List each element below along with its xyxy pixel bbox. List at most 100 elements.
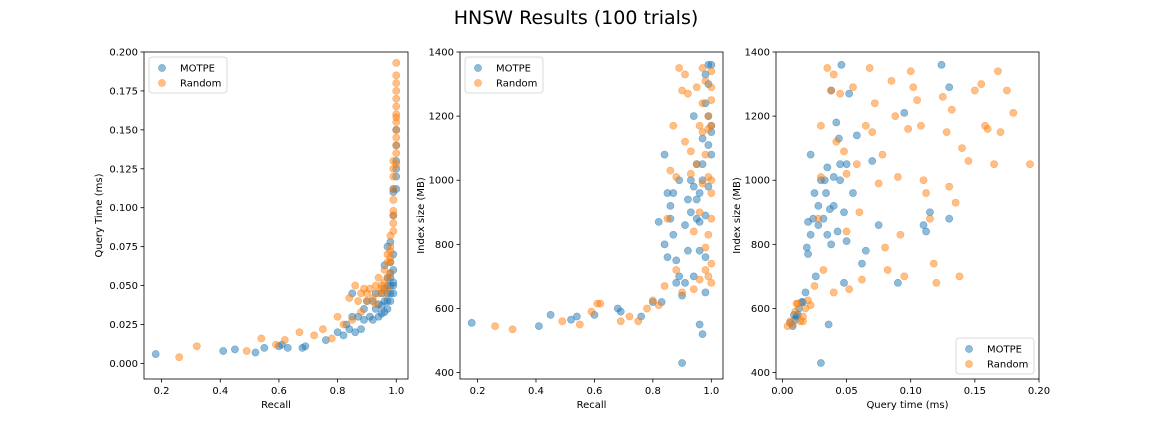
data-point [686, 169, 695, 178]
data-point [1003, 86, 1011, 95]
data-point [704, 141, 713, 149]
data-point [874, 179, 883, 188]
legend: MOTPE Random [148, 56, 228, 94]
data-point [660, 282, 669, 290]
data-point [900, 272, 909, 281]
data-point [845, 89, 854, 98]
data-point [643, 304, 651, 313]
x-axis-label: Recall [261, 400, 291, 411]
data-point [654, 218, 663, 226]
data-point [858, 259, 866, 268]
legend-label-motpe: MOTPE [987, 345, 1022, 356]
data-point [791, 307, 800, 316]
data-point [681, 278, 689, 287]
data-point [625, 312, 634, 321]
legend-marker-motpe [965, 345, 973, 353]
data-point [893, 173, 902, 181]
data-point [260, 343, 269, 352]
data-point [861, 246, 870, 255]
legend-marker-motpe [474, 64, 482, 72]
data-point [192, 342, 201, 351]
x-tick-label: 0.10 [900, 386, 922, 397]
data-point [827, 86, 836, 95]
data-point [508, 325, 517, 334]
data-point [990, 160, 998, 169]
data-point [684, 195, 692, 204]
data-point [596, 299, 605, 308]
data-point [842, 169, 851, 178]
data-point [904, 125, 913, 133]
y-axis-label: Index size (MB) [416, 177, 427, 254]
data-point [707, 189, 716, 197]
y-tick-label: 0.125 [109, 164, 138, 175]
y-tick-label: 1000 [745, 176, 770, 187]
data-point [698, 99, 707, 108]
data-point [701, 243, 710, 252]
data-point [840, 278, 848, 287]
data-point [392, 102, 401, 111]
data-point [937, 60, 946, 69]
data-point [842, 237, 851, 246]
data-point [852, 160, 861, 169]
data-point [829, 173, 838, 181]
data-point [893, 278, 902, 287]
x-tick-label: 0.05 [835, 386, 857, 397]
data-point [368, 294, 377, 302]
y-tick-label: 400 [751, 368, 770, 379]
data-point [675, 272, 684, 281]
data-point [823, 163, 832, 172]
data-point [704, 272, 713, 281]
data-point [951, 198, 960, 207]
data-point [675, 64, 684, 72]
data-point [392, 79, 401, 88]
data-point [829, 201, 838, 210]
data-point [669, 189, 678, 197]
data-point [348, 315, 357, 324]
data-point [535, 322, 543, 331]
data-point [906, 67, 915, 76]
data-point [804, 250, 812, 258]
chart-panel-2: 0.2 0.4 0.6 0.8 1.0 400 600 800 1000 1200 1400 Reca… [416, 48, 724, 411]
data-point [392, 71, 401, 80]
data-point [945, 83, 954, 92]
data-point [833, 227, 842, 236]
data-point [345, 294, 354, 302]
data-point [660, 150, 669, 159]
data-point [788, 320, 797, 329]
data-point [689, 272, 698, 281]
data-point [861, 121, 870, 130]
series-random [491, 64, 716, 334]
data-point [1026, 160, 1034, 169]
x-tick-label: 0.20 [1028, 386, 1050, 397]
y-tick-label: 1000 [429, 176, 454, 187]
data-point [707, 278, 716, 287]
data-point [801, 288, 810, 297]
data-point [327, 334, 336, 343]
data-point [845, 285, 854, 294]
data-point [701, 150, 710, 159]
y-axis-label: Query Time (ms) [94, 173, 105, 257]
data-point [849, 189, 857, 197]
legend-label-motpe: MOTPE [180, 64, 215, 75]
data-point [868, 157, 877, 165]
data-point [339, 331, 348, 340]
data-point [849, 83, 857, 92]
data-point [832, 137, 841, 146]
legend-marker-random [158, 79, 166, 87]
data-point [689, 285, 698, 294]
data-point [932, 278, 941, 287]
data-point [695, 246, 704, 255]
data-point [887, 76, 896, 85]
data-point [827, 240, 836, 249]
data-point [692, 160, 701, 169]
data-point [684, 89, 692, 98]
data-point [707, 96, 716, 104]
x-tick-label: 0.8 [645, 386, 661, 397]
series-random [175, 59, 401, 362]
y-tick-label: 0.025 [109, 320, 138, 331]
y-tick-label: 1400 [429, 48, 454, 59]
data-point [692, 195, 701, 204]
chart-panel-3: 0.00 0.05 0.10 0.15 0.20 400 600 800 1000 1200 140… [732, 48, 1050, 412]
legend-label-motpe: MOTPE [496, 64, 531, 75]
data-point [994, 67, 1002, 76]
